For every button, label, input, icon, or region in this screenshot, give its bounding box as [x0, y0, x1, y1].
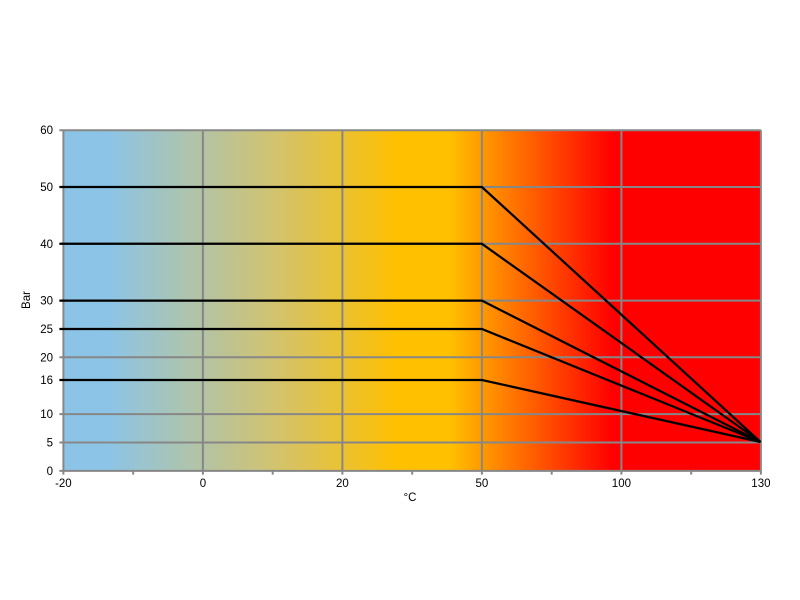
svg-text:50: 50 [476, 478, 489, 490]
svg-text:60: 60 [40, 125, 53, 137]
svg-text:50: 50 [40, 182, 53, 194]
svg-text:0: 0 [200, 478, 206, 490]
svg-text:-20: -20 [55, 478, 72, 490]
svg-text:130: 130 [751, 478, 770, 490]
svg-text:°C: °C [404, 492, 417, 504]
svg-text:100: 100 [612, 478, 631, 490]
svg-text:20: 20 [336, 478, 349, 490]
svg-text:30: 30 [40, 296, 53, 308]
svg-text:16: 16 [40, 375, 53, 387]
svg-text:10: 10 [40, 409, 53, 421]
svg-text:0: 0 [47, 466, 53, 478]
svg-text:40: 40 [40, 239, 53, 251]
svg-text:5: 5 [47, 438, 53, 450]
svg-text:Bar: Bar [21, 291, 33, 309]
svg-text:20: 20 [40, 352, 53, 364]
svg-text:25: 25 [40, 324, 53, 336]
